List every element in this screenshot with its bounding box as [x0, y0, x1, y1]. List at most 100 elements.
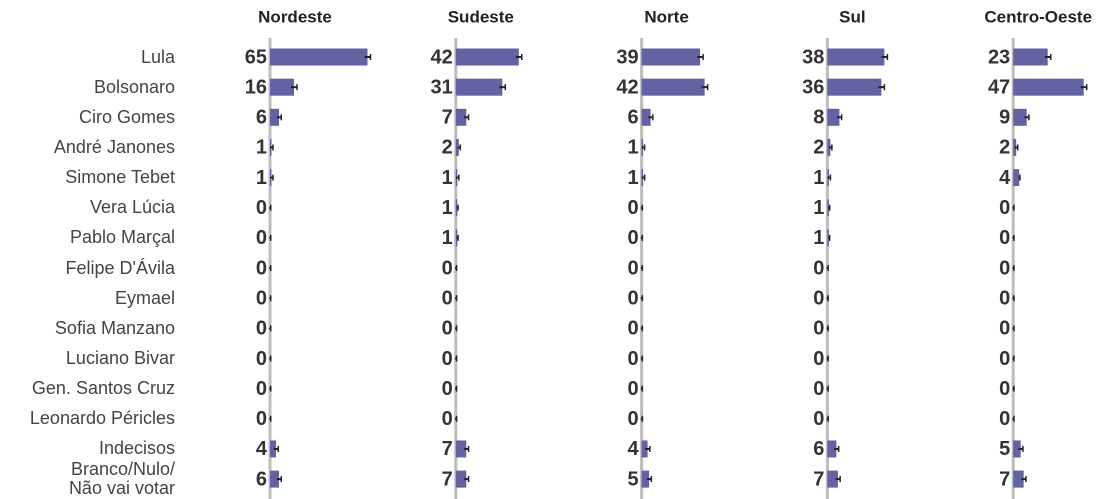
value-label: 0 — [627, 287, 638, 309]
value-label: 0 — [813, 348, 824, 370]
value-label: 47 — [988, 76, 1010, 98]
bar — [641, 78, 705, 96]
value-label: 1 — [256, 137, 267, 159]
value-label: 1 — [813, 227, 824, 249]
value-label: 0 — [627, 257, 638, 279]
value-label: 0 — [999, 257, 1010, 279]
value-label: 0 — [999, 318, 1010, 340]
value-label: 0 — [813, 318, 824, 340]
value-label: 5 — [999, 438, 1010, 460]
value-label: 6 — [627, 107, 638, 129]
value-label: 0 — [442, 318, 453, 340]
value-label: 5 — [627, 468, 638, 490]
value-label: 0 — [627, 197, 638, 219]
value-label: 23 — [988, 46, 1010, 68]
row-label: Simone Tebet — [65, 167, 175, 188]
value-label: 38 — [802, 46, 824, 68]
bar — [827, 78, 882, 96]
value-label: 6 — [256, 107, 267, 129]
row-label: Branco/Nulo/ Não vai votar — [68, 459, 175, 499]
bar — [1013, 48, 1048, 66]
bar — [1013, 78, 1084, 96]
value-label: 0 — [813, 378, 824, 400]
bar — [270, 48, 368, 66]
value-label: 6 — [256, 468, 267, 490]
value-label: 1 — [442, 227, 453, 249]
value-label: 42 — [431, 46, 453, 68]
value-label: 1 — [442, 167, 453, 189]
bar — [455, 48, 519, 66]
row-label: Ciro Gomes — [78, 106, 175, 127]
row-label: Bolsonaro — [93, 76, 175, 97]
value-label: 1 — [627, 167, 638, 189]
bar — [1013, 108, 1027, 126]
row-label: Vera Lúcia — [89, 197, 175, 218]
value-label: 0 — [813, 408, 824, 430]
value-label: 0 — [627, 348, 638, 370]
value-label: 1 — [442, 197, 453, 219]
value-label: 2 — [442, 137, 453, 159]
value-label: 1 — [256, 167, 267, 189]
value-label: 0 — [256, 348, 267, 370]
panel-title: Nordeste — [258, 7, 332, 26]
bar — [641, 108, 651, 126]
value-label: 0 — [999, 197, 1010, 219]
bar — [641, 440, 648, 458]
row-label: Eymael — [114, 287, 175, 308]
value-label: 42 — [616, 76, 638, 98]
bar — [455, 440, 467, 458]
value-label: 4 — [627, 438, 639, 460]
bar — [455, 108, 467, 126]
panel-title: Sudeste — [448, 7, 514, 26]
row-label: Lula — [140, 46, 175, 67]
value-label: 0 — [627, 408, 638, 430]
bar — [270, 78, 294, 96]
bar — [455, 470, 467, 488]
bar — [827, 48, 885, 66]
value-label: 8 — [813, 107, 824, 129]
value-label: 9 — [999, 107, 1010, 129]
row-label: Luciano Bivar — [65, 348, 175, 368]
value-label: 1 — [813, 167, 824, 189]
panel-title: Centro-Oeste — [984, 7, 1092, 26]
bar — [270, 470, 279, 488]
bar — [1013, 169, 1020, 187]
value-label: 0 — [256, 287, 267, 309]
bar — [641, 470, 650, 488]
bar — [641, 48, 701, 66]
value-label: 0 — [256, 197, 267, 219]
value-label: 0 — [256, 378, 267, 400]
value-label: 4 — [999, 167, 1011, 189]
row-label: Felipe D'Ávila — [65, 257, 175, 278]
value-label: 0 — [813, 257, 824, 279]
bar — [270, 108, 279, 126]
value-label: 16 — [245, 76, 267, 98]
value-label: 0 — [813, 287, 824, 309]
value-label: 31 — [431, 76, 453, 98]
value-label: 0 — [999, 348, 1010, 370]
value-label: 0 — [999, 378, 1010, 400]
value-label: 0 — [999, 287, 1010, 309]
value-label: 7 — [442, 468, 453, 490]
value-label: 7 — [442, 438, 453, 460]
value-label: 2 — [813, 137, 824, 159]
row-label: Gen. Santos Cruz — [31, 378, 175, 399]
bar — [827, 470, 838, 488]
value-label: 7 — [999, 468, 1010, 490]
value-label: 7 — [442, 107, 453, 129]
value-label: 39 — [616, 46, 638, 68]
value-label: 0 — [442, 287, 453, 309]
bar — [455, 78, 503, 96]
bar — [827, 108, 840, 126]
bar — [1013, 440, 1021, 458]
row-label: Pablo Marçal — [69, 227, 175, 248]
bar — [270, 440, 276, 458]
value-label: 0 — [999, 227, 1010, 249]
value-label: 7 — [813, 468, 824, 490]
value-label: 6 — [813, 438, 824, 460]
value-label: 0 — [256, 408, 267, 430]
value-label: 36 — [802, 76, 824, 98]
value-label: 1 — [813, 197, 824, 219]
value-label: 0 — [627, 378, 638, 400]
